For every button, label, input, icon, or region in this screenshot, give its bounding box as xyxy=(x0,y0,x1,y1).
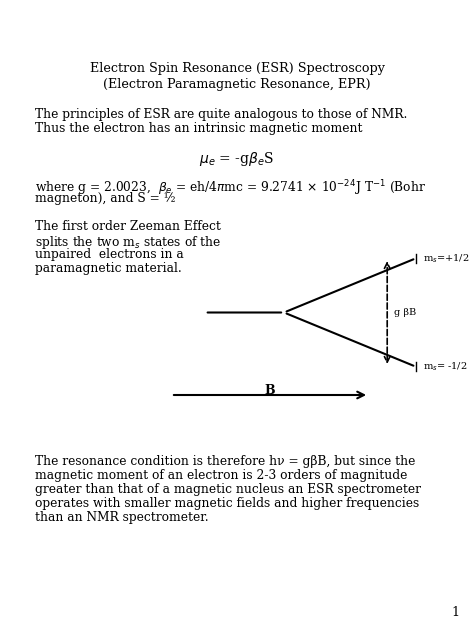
Text: splits the two m$_s$ states of the: splits the two m$_s$ states of the xyxy=(35,234,221,251)
Text: than an NMR spectrometer.: than an NMR spectrometer. xyxy=(35,511,209,524)
Text: 1: 1 xyxy=(452,606,460,619)
Text: m$_s$=+1/2: m$_s$=+1/2 xyxy=(423,252,469,265)
Text: where g = 2.0023,  $\beta_e$ = eh/4$\pi$mc = 9.2741 $\times$ 10$^{-24}$J T$^{-1}: where g = 2.0023, $\beta_e$ = eh/4$\pi$m… xyxy=(35,178,426,198)
Text: (Electron Paramagnetic Resonance, EPR): (Electron Paramagnetic Resonance, EPR) xyxy=(103,78,371,91)
Text: magneton), and S = ½: magneton), and S = ½ xyxy=(35,192,175,205)
Text: unpaired  electrons in a: unpaired electrons in a xyxy=(35,248,184,261)
Text: greater than that of a magnetic nucleus an ESR spectrometer: greater than that of a magnetic nucleus … xyxy=(35,483,421,496)
Text: m$_s$= -1/2: m$_s$= -1/2 xyxy=(423,360,468,373)
Text: The first order Zeeman Effect: The first order Zeeman Effect xyxy=(35,220,221,233)
Text: Electron Spin Resonance (ESR) Spectroscopy: Electron Spin Resonance (ESR) Spectrosco… xyxy=(90,62,384,75)
Text: $\mu_e$ = -g$\beta_e$S: $\mu_e$ = -g$\beta_e$S xyxy=(200,150,274,168)
Text: paramagnetic material.: paramagnetic material. xyxy=(35,262,182,275)
Text: g βB: g βB xyxy=(394,308,417,317)
Text: operates with smaller magnetic fields and higher frequencies: operates with smaller magnetic fields an… xyxy=(35,497,419,510)
Text: magnetic moment of an electron is 2-3 orders of magnitude: magnetic moment of an electron is 2-3 or… xyxy=(35,469,407,482)
Text: The principles of ESR are quite analogous to those of NMR.: The principles of ESR are quite analogou… xyxy=(35,108,407,121)
Text: Thus the electron has an intrinsic magnetic moment: Thus the electron has an intrinsic magne… xyxy=(35,122,363,135)
Text: B: B xyxy=(264,384,275,398)
Text: The resonance condition is therefore hν = gβB, but since the: The resonance condition is therefore hν … xyxy=(35,455,415,468)
